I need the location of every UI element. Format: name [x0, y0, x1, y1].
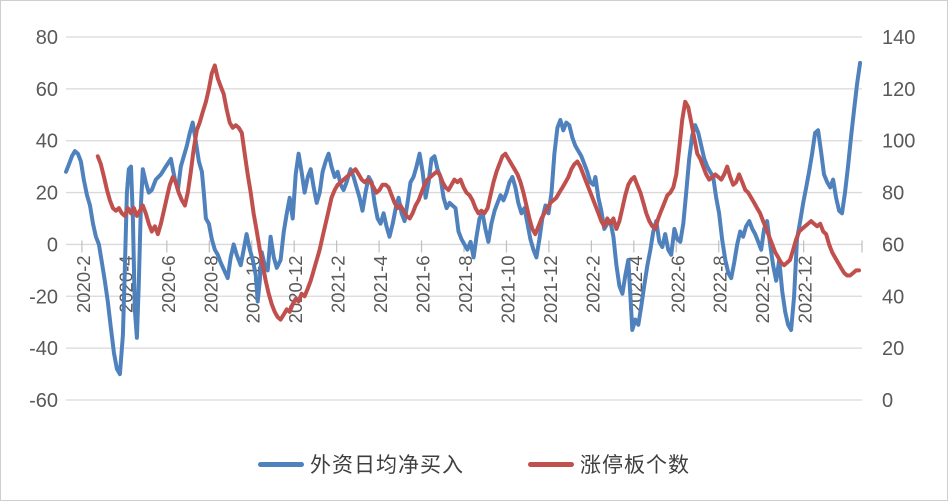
- left-axis-tick-label: -40: [29, 338, 58, 360]
- x-axis-tick-label: 2022-8: [710, 255, 731, 313]
- x-axis-tick-label: 2020-2: [73, 255, 94, 313]
- left-axis-tick-label: -60: [29, 390, 58, 412]
- series-line[interactable]: [64, 60, 863, 377]
- x-axis-tick-label: 2021-10: [497, 255, 518, 323]
- x-axis-tick-label: 2020-8: [200, 255, 221, 313]
- legend-item-foreign-daily-net-buy[interactable]: 外资日均净买入: [258, 449, 464, 479]
- blue-line-legend-key-icon: [258, 461, 304, 467]
- x-axis-tick-label: 2021-2: [328, 255, 349, 313]
- right-axis-tick-label: 100: [882, 131, 915, 153]
- x-axis-tick-label: 2022-10: [752, 255, 773, 323]
- left-axis-tick-label: 60: [36, 79, 58, 101]
- chart-legend: 外资日均净买入 涨停板个数: [1, 449, 947, 479]
- x-axis-tick-label: 2021-4: [370, 255, 391, 313]
- x-axis-tick-label: 2020-6: [158, 255, 179, 313]
- right-axis-tick-label: 0: [882, 390, 893, 412]
- x-axis-tick-label: 2021-8: [455, 255, 476, 313]
- right-axis-tick-label: 80: [882, 183, 904, 205]
- left-axis-tick-label: 20: [36, 183, 58, 205]
- right-axis-tick-label: 60: [882, 234, 904, 256]
- left-axis-tick-label: 40: [36, 131, 58, 153]
- x-axis-tick-label: 2021-6: [413, 255, 434, 313]
- right-axis-tick-label: 40: [882, 286, 904, 308]
- right-axis-tick-label: 140: [882, 27, 915, 49]
- x-axis-tick-label: 2022-2: [582, 255, 603, 313]
- x-axis-tick-label: 2021-12: [540, 255, 561, 323]
- legend-label: 外资日均净买入: [310, 454, 464, 477]
- series-line[interactable]: [95, 63, 861, 322]
- legend-label: 涨停板个数: [580, 454, 690, 477]
- red-line-legend-key-icon: [528, 461, 574, 467]
- right-axis-tick-label: 120: [882, 79, 915, 101]
- left-axis-tick-label: 0: [47, 234, 58, 256]
- legend-item-limit-up-count[interactable]: 涨停板个数: [528, 449, 690, 479]
- x-axis-tick-label: 2022-6: [667, 255, 688, 313]
- right-axis-tick-label: 20: [882, 338, 904, 360]
- x-axis-tick-label: 2022-12: [795, 255, 816, 323]
- left-axis-tick-label: -20: [29, 286, 58, 308]
- left-axis-tick-label: 80: [36, 27, 58, 49]
